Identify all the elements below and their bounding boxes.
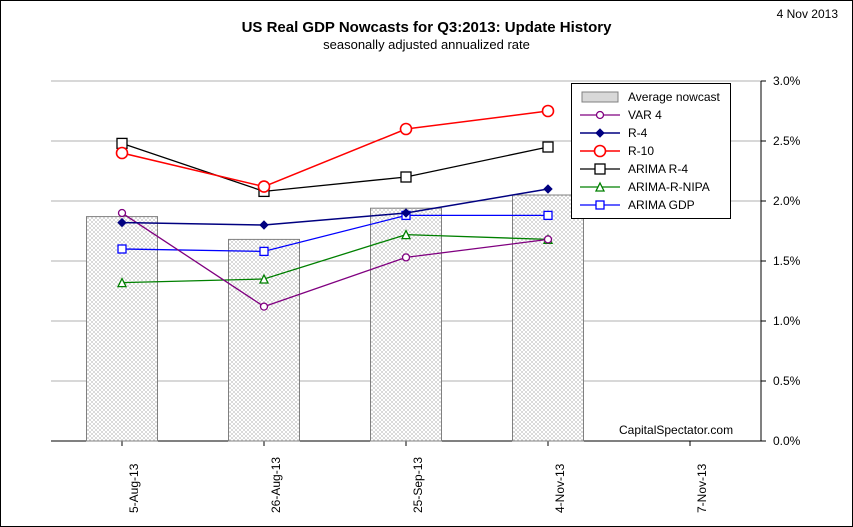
xtick-label: 26-Aug-13 bbox=[269, 457, 283, 513]
ytick-label: 3.0% bbox=[773, 74, 800, 88]
legend-item: ARIMA GDP bbox=[578, 196, 720, 214]
ytick-label: 1.5% bbox=[773, 254, 800, 268]
legend-label: Average nowcast bbox=[628, 90, 720, 104]
ytick-label: 1.0% bbox=[773, 314, 800, 328]
ytick-label: 2.5% bbox=[773, 134, 800, 148]
legend-item: R-10 bbox=[578, 142, 720, 160]
legend-label: R-4 bbox=[628, 126, 647, 140]
legend-item: Average nowcast bbox=[578, 88, 720, 106]
chart-title: US Real GDP Nowcasts for Q3:2013: Update… bbox=[1, 19, 852, 36]
legend-label: ARIMA GDP bbox=[628, 198, 695, 212]
legend-label: ARIMA R-4 bbox=[628, 162, 688, 176]
legend-item: VAR 4 bbox=[578, 106, 720, 124]
legend-item: ARIMA-R-NIPA bbox=[578, 178, 720, 196]
legend: Average nowcast VAR 4 R-4 R-10 ARIMA R-4 ARIM… bbox=[571, 83, 731, 219]
chart-frame: 4 Nov 2013 US Real GDP Nowcasts for Q3:2… bbox=[0, 0, 853, 527]
ytick-label: 2.0% bbox=[773, 194, 800, 208]
legend-label: R-10 bbox=[628, 144, 654, 158]
xtick-label: 4-Nov-13 bbox=[553, 464, 567, 513]
legend-item: ARIMA R-4 bbox=[578, 160, 720, 178]
legend-item: R-4 bbox=[578, 124, 720, 142]
legend-label: ARIMA-R-NIPA bbox=[628, 180, 710, 194]
xtick-label: 5-Aug-13 bbox=[127, 464, 141, 513]
xtick-label: 25-Sep-13 bbox=[411, 457, 425, 513]
ytick-label: 0.0% bbox=[773, 434, 800, 448]
ytick-label: 0.5% bbox=[773, 374, 800, 388]
xtick-label: 7-Nov-13 bbox=[695, 464, 709, 513]
chart-subtitle: seasonally adjusted annualized rate bbox=[1, 37, 852, 52]
attribution: CapitalSpectator.com bbox=[619, 423, 733, 437]
legend-label: VAR 4 bbox=[628, 108, 662, 122]
